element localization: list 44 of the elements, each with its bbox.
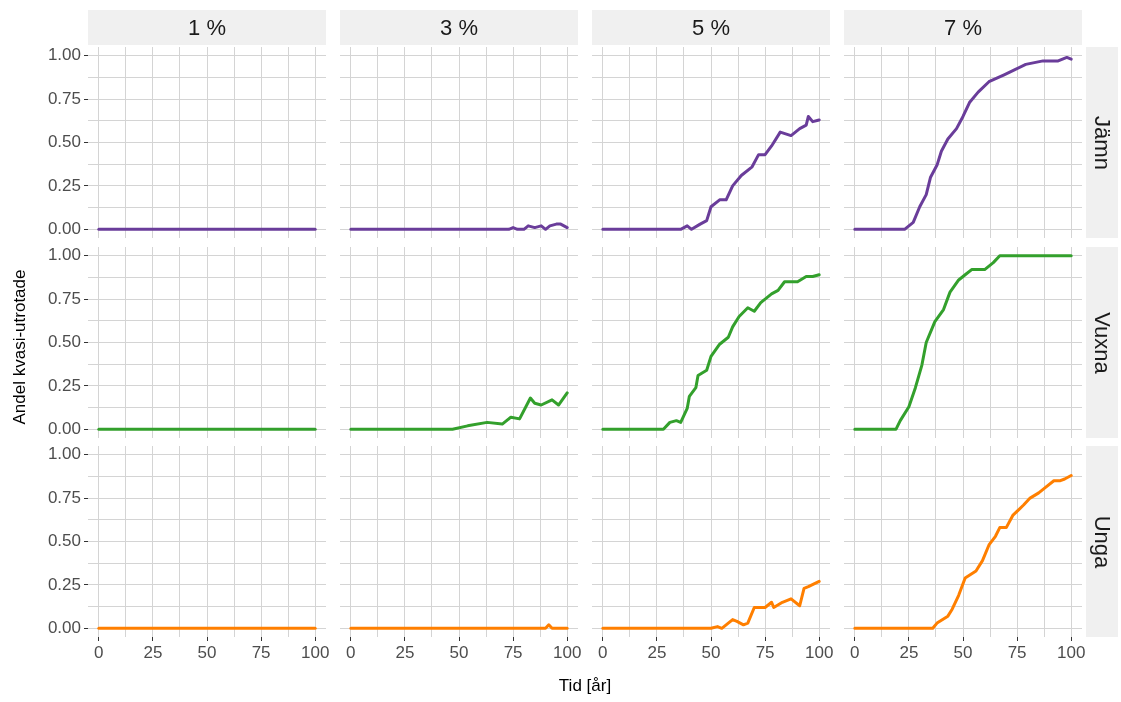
y-tick-label: 0.25 bbox=[47, 175, 81, 195]
y-tick-label: 0.75 bbox=[47, 288, 81, 308]
chart-title: 1 % bbox=[88, 10, 326, 45]
chart-title: 5 % bbox=[592, 10, 830, 45]
x-tick-label: 50 bbox=[449, 642, 469, 662]
y-tick-label: 0.50 bbox=[47, 332, 81, 352]
y-tick-label: 0.25 bbox=[47, 375, 81, 395]
x-tick-label: 100 bbox=[300, 642, 330, 662]
x-tick-label: 100 bbox=[1056, 642, 1086, 662]
y-tick-label: 0.75 bbox=[47, 88, 81, 108]
y-tick-label: 1.00 bbox=[47, 45, 81, 65]
x-tick-label: 0 bbox=[94, 642, 104, 662]
y-tick-label: 0.75 bbox=[47, 487, 81, 507]
y-tick-label: 0.50 bbox=[47, 531, 81, 551]
chart-title: 7 % bbox=[844, 10, 1082, 45]
x-tick-label: 50 bbox=[197, 642, 217, 662]
y-tick-label: 0.25 bbox=[47, 574, 81, 594]
y2-axis-title: Vuxna bbox=[1089, 311, 1115, 374]
y-tick-label: 0.00 bbox=[47, 219, 81, 239]
x-tick-label: 0 bbox=[346, 642, 356, 662]
x-tick-label: 25 bbox=[899, 642, 919, 662]
y2-axis-title: Jämn bbox=[1089, 115, 1115, 170]
y-tick-label: 0.00 bbox=[47, 618, 81, 638]
y2-axis-title: Unga bbox=[1089, 515, 1115, 568]
y-tick-label: 0.00 bbox=[47, 419, 81, 439]
chart-title: 3 % bbox=[340, 10, 578, 45]
x-tick-label: 75 bbox=[503, 642, 523, 662]
x-axis-title: Tid [år] bbox=[558, 676, 612, 696]
x-tick-label: 25 bbox=[647, 642, 667, 662]
x-tick-label: 50 bbox=[701, 642, 721, 662]
y-tick-label: 1.00 bbox=[47, 245, 81, 265]
x-tick-label: 75 bbox=[755, 642, 775, 662]
y-axis-title: Andel kvasi-utrotade bbox=[10, 269, 30, 424]
x-tick-label: 50 bbox=[953, 642, 973, 662]
x-tick-label: 0 bbox=[850, 642, 860, 662]
x-tick-label: 100 bbox=[804, 642, 834, 662]
x-tick-label: 25 bbox=[395, 642, 415, 662]
x-tick-label: 75 bbox=[1007, 642, 1027, 662]
x-tick-label: 25 bbox=[143, 642, 163, 662]
y-tick-label: 0.50 bbox=[47, 132, 81, 152]
x-tick-label: 75 bbox=[251, 642, 271, 662]
x-tick-label: 100 bbox=[552, 642, 582, 662]
x-tick-label: 0 bbox=[598, 642, 608, 662]
y-tick-label: 1.00 bbox=[47, 444, 81, 464]
